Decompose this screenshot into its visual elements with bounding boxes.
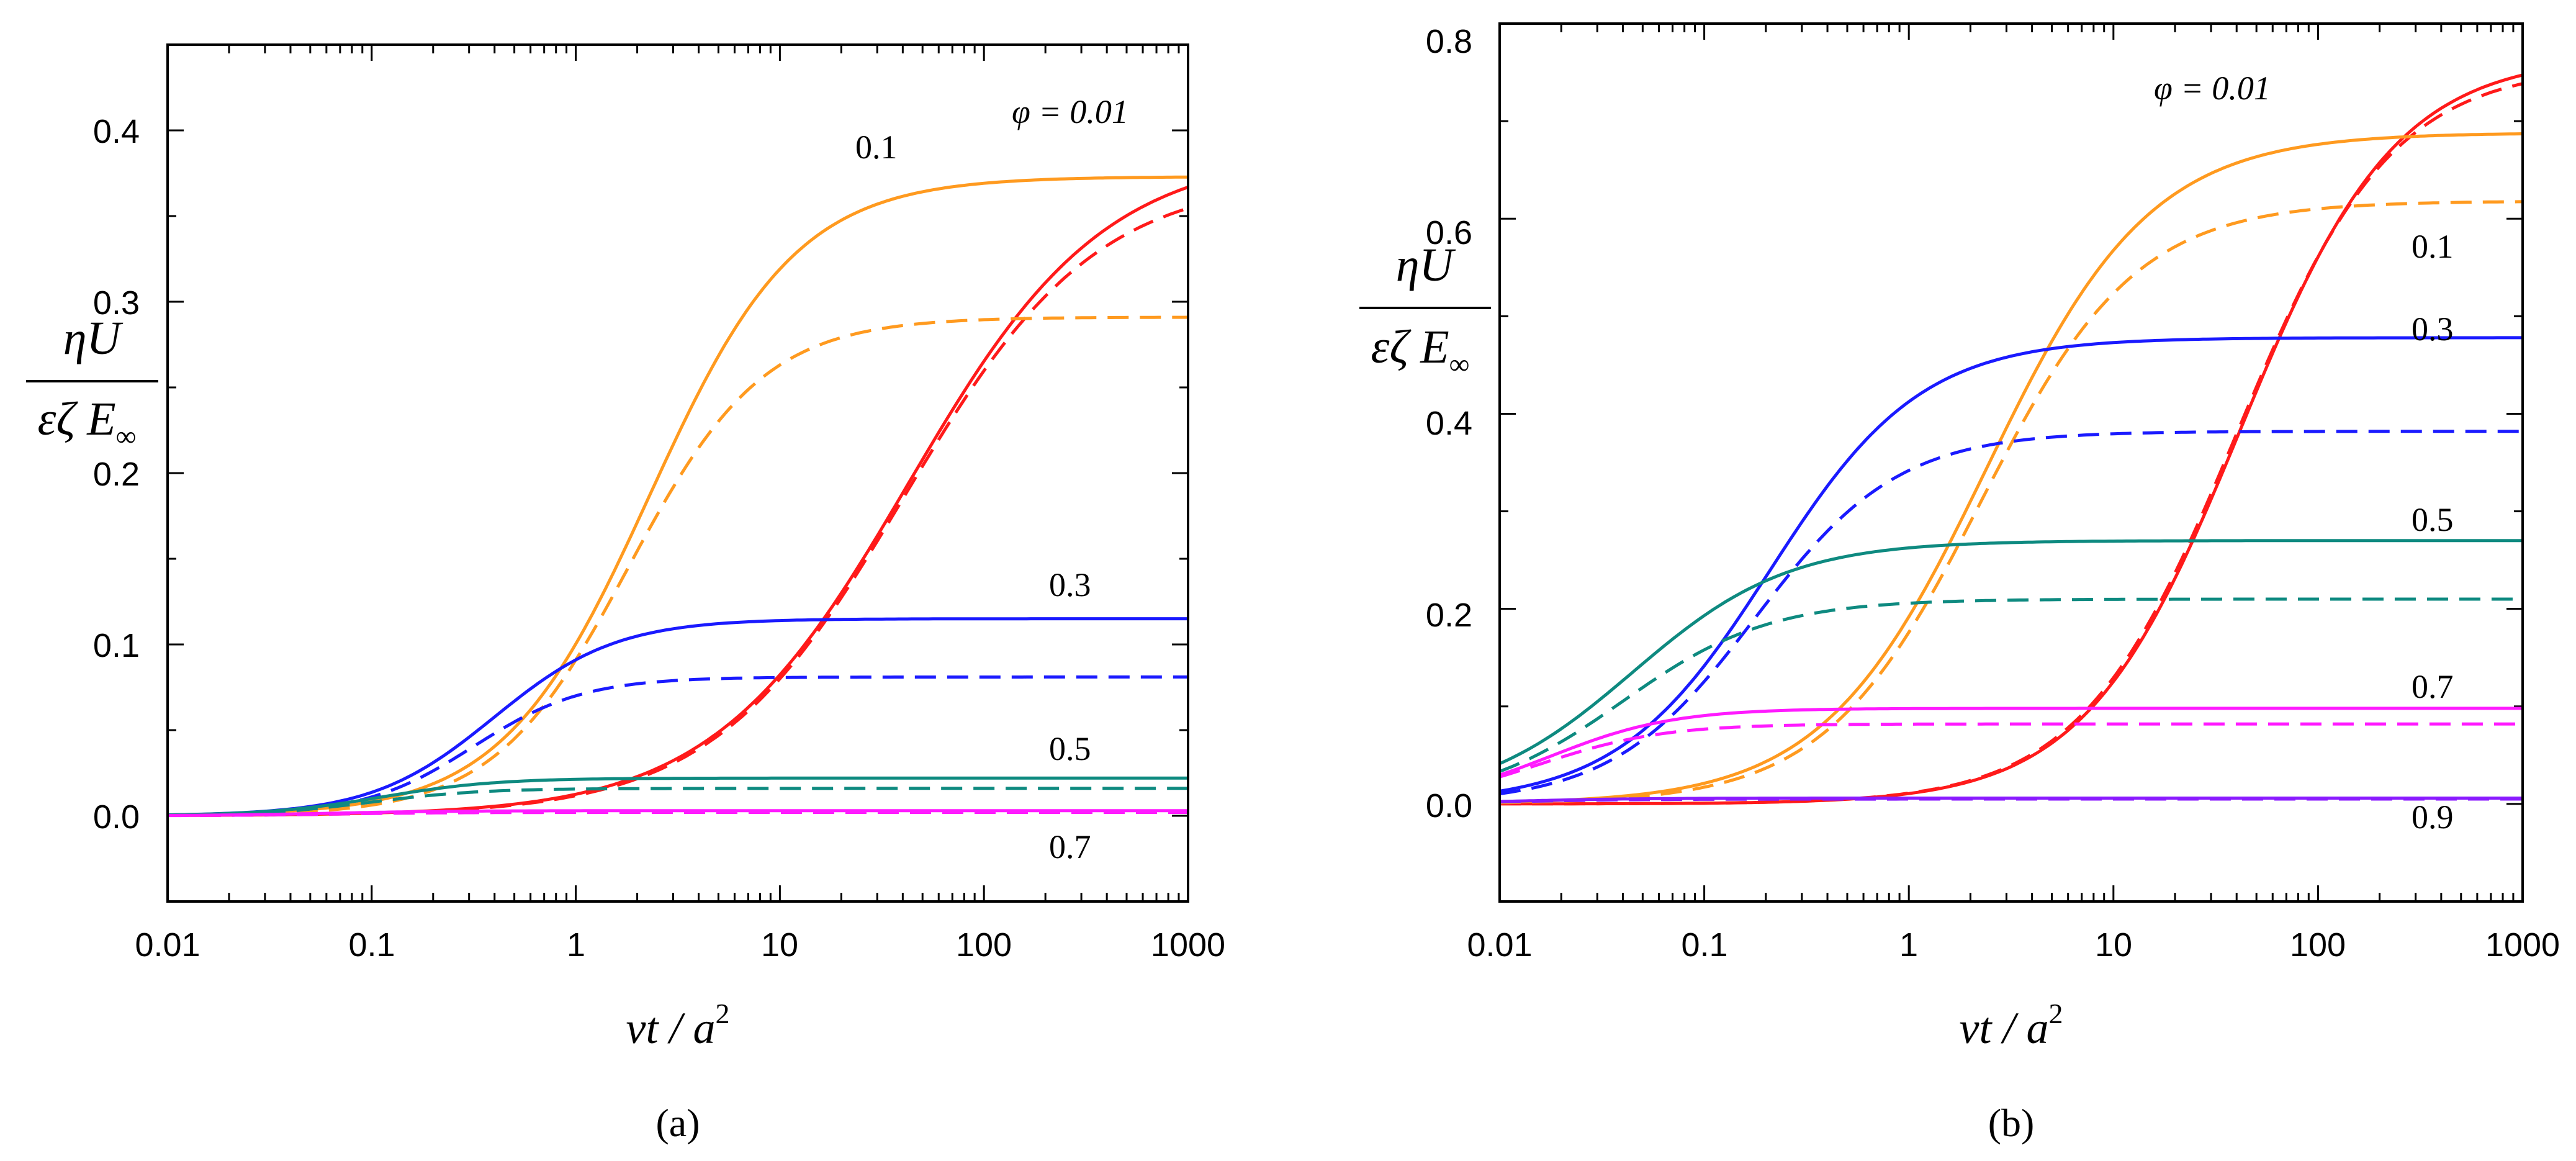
panel-b-yaxis-denominator-main: εζ E (1371, 321, 1449, 373)
panel-b-plot-frame (1498, 22, 2524, 903)
panel-a-curve-label-phi-001: φ = 0.01 (1012, 93, 1128, 130)
chart-panel-a: 0.0 0.1 0.2 0.3 0.4 0.01 0.1 1 10 100 10… (26, 43, 1225, 1145)
panel-b-xaxis-label-sup: 2 (2048, 998, 2063, 1029)
panel-b-series-1-dashed-line (1499, 200, 2523, 805)
panel-a-series-3-solid-line (167, 776, 1188, 817)
panel-a-series-4-solid-line (167, 809, 1188, 817)
panel-b-series-4-solid-line (1499, 707, 2523, 777)
panel-a-ytick-label: 0.0 (93, 798, 140, 836)
panel-b-xtick-label: 10 (2095, 926, 2132, 964)
panel-a-curves (167, 175, 1189, 818)
panel-a-curve-label-01: 0.1 (855, 129, 898, 166)
panel-a-series-2-solid-line (167, 617, 1188, 816)
panel-b-ytick-label: 0.4 (1426, 405, 1472, 442)
panel-a-series-1-solid-line (168, 175, 1188, 816)
panel-a-ytick-label: 0.4 (93, 113, 140, 150)
panel-a-xaxis-label-sup: 2 (715, 998, 729, 1029)
panel-b-ytick-label: 0.2 (1426, 597, 1472, 634)
panel-a-xtick-label: 1 (567, 926, 585, 964)
panel-a-xtick-label: 100 (956, 926, 1012, 964)
panel-b-yaxis-denominator-sub: ∞ (1449, 348, 1470, 380)
panel-a-xtick-label: 1000 (1151, 926, 1225, 964)
panel-b-series-3-solid-line (1499, 539, 2523, 766)
panel-b-series-1-solid-line (1499, 132, 2523, 804)
panel-b-series-2-solid-line (1499, 336, 2523, 793)
panel-b-curve-label-09: 0.9 (2412, 798, 2454, 836)
panel-b-curve-label-phi-001: φ = 0.01 (2154, 70, 2271, 107)
panel-a-curve-label-07: 0.7 (1049, 828, 1091, 865)
panel-b-label: (b) (1988, 1101, 2035, 1145)
panel-b-xtick-label: 0.01 (1467, 926, 1532, 964)
panel-b-curve-label-03: 0.3 (2412, 310, 2454, 348)
panel-b-xtick-label: 100 (2290, 926, 2346, 964)
panel-a-ytick-label: 0.2 (93, 456, 140, 493)
panel-b-series-2-dashed-line (1499, 430, 2523, 795)
panel-b-curve-label-05: 0.5 (2412, 501, 2454, 538)
panel-a-xtick-label: 0.1 (348, 926, 395, 964)
panel-b-curves (1499, 73, 2523, 806)
panel-b-yaxis-denominator: εζ E∞ (1371, 321, 1470, 380)
panel-b-series-3-dashed-line (1499, 597, 2523, 773)
panel-a-ticks (166, 43, 1189, 903)
panel-b-series-4-dashed-line (1499, 722, 2523, 779)
panel-a-yaxis-denominator-sub: ∞ (116, 420, 137, 452)
panel-b-ytick-label: 0.0 (1426, 787, 1472, 824)
panel-a-plot-frame (166, 43, 1189, 903)
panel-b-xaxis-label-main: νt / a (1960, 1003, 2049, 1053)
panel-a-curve-label-03: 0.3 (1049, 566, 1091, 603)
panel-a-series-0-solid-line (168, 186, 1189, 817)
panel-b-xaxis-label: νt / a2 (1960, 998, 2063, 1053)
panel-a-yaxis-denominator-main: εζ E (38, 393, 116, 445)
chart-panel-b: 0.0 0.2 0.4 0.6 0.8 0.01 0.1 1 10 100 10… (1359, 22, 2560, 1145)
panel-b-series-0-solid-line (1500, 73, 2523, 806)
panel-b-ytick-label: 0.8 (1426, 23, 1472, 60)
panel-b-yaxis-label: ηU εζ E∞ (1359, 239, 1491, 380)
panel-a-series-2-dashed-line (168, 675, 1188, 817)
panel-b-xtick-label: 1000 (2485, 926, 2560, 964)
panel-a-xaxis-label: νt / a2 (626, 998, 730, 1053)
panel-b-yaxis-numerator: ηU (1396, 239, 1456, 291)
panel-a-yaxis-denominator: εζ E∞ (38, 393, 137, 452)
panel-a-ytick-label: 0.3 (93, 284, 140, 322)
panel-b-curve-label-07: 0.7 (2412, 668, 2454, 705)
panel-a-yaxis-label: ηU εζ E∞ (26, 312, 158, 452)
panel-a-yaxis-numerator: ηU (63, 312, 124, 364)
panel-b-series-5-solid-line (1499, 797, 2523, 803)
panel-a-series-1-dashed-line (168, 315, 1189, 817)
panel-b-curve-label-01: 0.1 (2412, 228, 2454, 265)
panel-a-ytick-label: 0.1 (93, 627, 140, 664)
panel-a-series-0-dashed-line (168, 207, 1189, 817)
panel-a-xaxis-label-main: νt / a (626, 1003, 716, 1053)
panel-a-label: (a) (655, 1101, 700, 1145)
panel-a-xtick-label: 0.01 (135, 926, 200, 964)
panel-a-xtick-label: 10 (761, 926, 798, 964)
panel-b-ticks (1498, 22, 2524, 903)
panel-a-series-3-dashed-line (168, 787, 1188, 817)
panel-a-curve-label-05: 0.5 (1049, 730, 1091, 767)
panel-b-xtick-label: 0.1 (1681, 926, 1727, 964)
panel-b-ytick-label: 0.6 (1426, 214, 1472, 251)
panel-b-xtick-label: 1 (1899, 926, 1918, 964)
